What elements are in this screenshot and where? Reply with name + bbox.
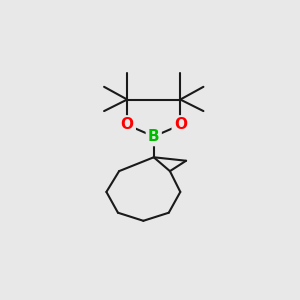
Text: O: O: [174, 117, 187, 132]
Text: O: O: [121, 117, 134, 132]
Text: B: B: [148, 129, 160, 144]
